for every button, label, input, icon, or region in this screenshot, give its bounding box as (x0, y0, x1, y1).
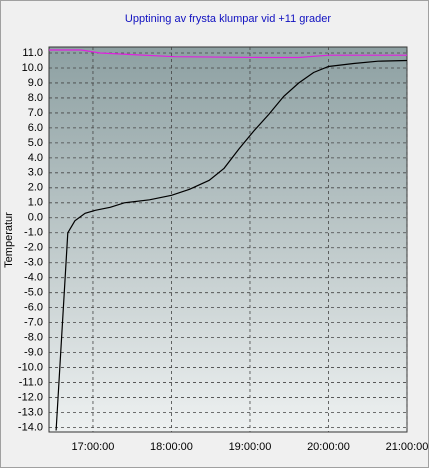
y-tick-label: -3.0 (24, 257, 43, 269)
y-tick-label: -2.0 (24, 242, 43, 254)
y-tick-label: 4.0 (28, 152, 43, 164)
y-tick-label: -5.0 (24, 287, 43, 299)
series-line (55, 59, 408, 431)
y-tick-label: 7.0 (28, 107, 43, 119)
y-tick-label: 8.0 (28, 92, 43, 104)
x-tick-label: 20:00:00 (307, 441, 350, 453)
x-tick-label: 17:00:00 (72, 441, 115, 453)
plot-area (48, 46, 408, 433)
y-tick-label: -1.0 (24, 227, 43, 239)
x-tick-label: 21:00:00 (386, 441, 429, 453)
y-tick-label: -7.0 (24, 317, 43, 329)
y-tick-label: 5.0 (28, 137, 43, 149)
y-tick-label: -6.0 (24, 302, 43, 314)
y-tick-label: 10.0 (22, 62, 43, 74)
y-tick-label: 9.0 (28, 77, 43, 89)
y-axis-label: Temperatur (3, 212, 15, 268)
y-tick-label: -13.0 (18, 406, 43, 418)
y-tick-label: -12.0 (18, 391, 43, 403)
y-tick-label: 2.0 (28, 182, 43, 194)
series-line (49, 49, 407, 59)
y-tick-label: -9.0 (24, 347, 43, 359)
y-tick-label: -10.0 (18, 361, 43, 373)
y-tick-label: -4.0 (24, 272, 43, 284)
y-tick-label: 6.0 (28, 122, 43, 134)
y-tick-label: 3.0 (28, 167, 43, 179)
x-tick-label: 19:00:00 (229, 441, 272, 453)
y-tick-label: 1.0 (28, 197, 43, 209)
y-tick-label: 0.0 (28, 212, 43, 224)
x-tick-label: 18:00:00 (150, 441, 193, 453)
y-tick-label: -14.0 (18, 421, 43, 433)
chart-title: Upptining av frysta klumpar vid +11 grad… (125, 13, 331, 25)
y-tick-label: 11.0 (22, 47, 43, 59)
y-tick-label: -8.0 (24, 332, 43, 344)
y-tick-label: -11.0 (19, 376, 43, 388)
